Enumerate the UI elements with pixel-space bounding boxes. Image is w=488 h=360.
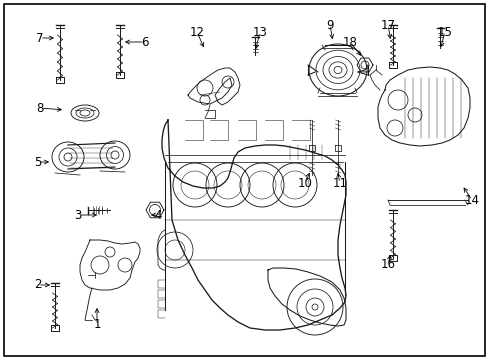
- Text: 18: 18: [342, 36, 357, 49]
- Text: 6: 6: [141, 36, 148, 49]
- Text: 11: 11: [332, 176, 347, 189]
- Text: 8: 8: [36, 102, 43, 114]
- Text: 2: 2: [34, 279, 41, 292]
- Text: 9: 9: [325, 18, 333, 32]
- Text: 4: 4: [154, 208, 162, 221]
- Text: 5: 5: [34, 156, 41, 168]
- Text: 7: 7: [36, 32, 43, 45]
- Text: 10: 10: [297, 176, 312, 189]
- Text: 1: 1: [93, 319, 101, 332]
- Text: 17: 17: [380, 18, 395, 32]
- Text: 3: 3: [74, 208, 81, 221]
- Text: 14: 14: [464, 194, 479, 207]
- Text: 16: 16: [380, 258, 395, 271]
- Text: 13: 13: [252, 26, 267, 39]
- Text: 12: 12: [189, 26, 204, 39]
- Text: 15: 15: [437, 26, 451, 39]
